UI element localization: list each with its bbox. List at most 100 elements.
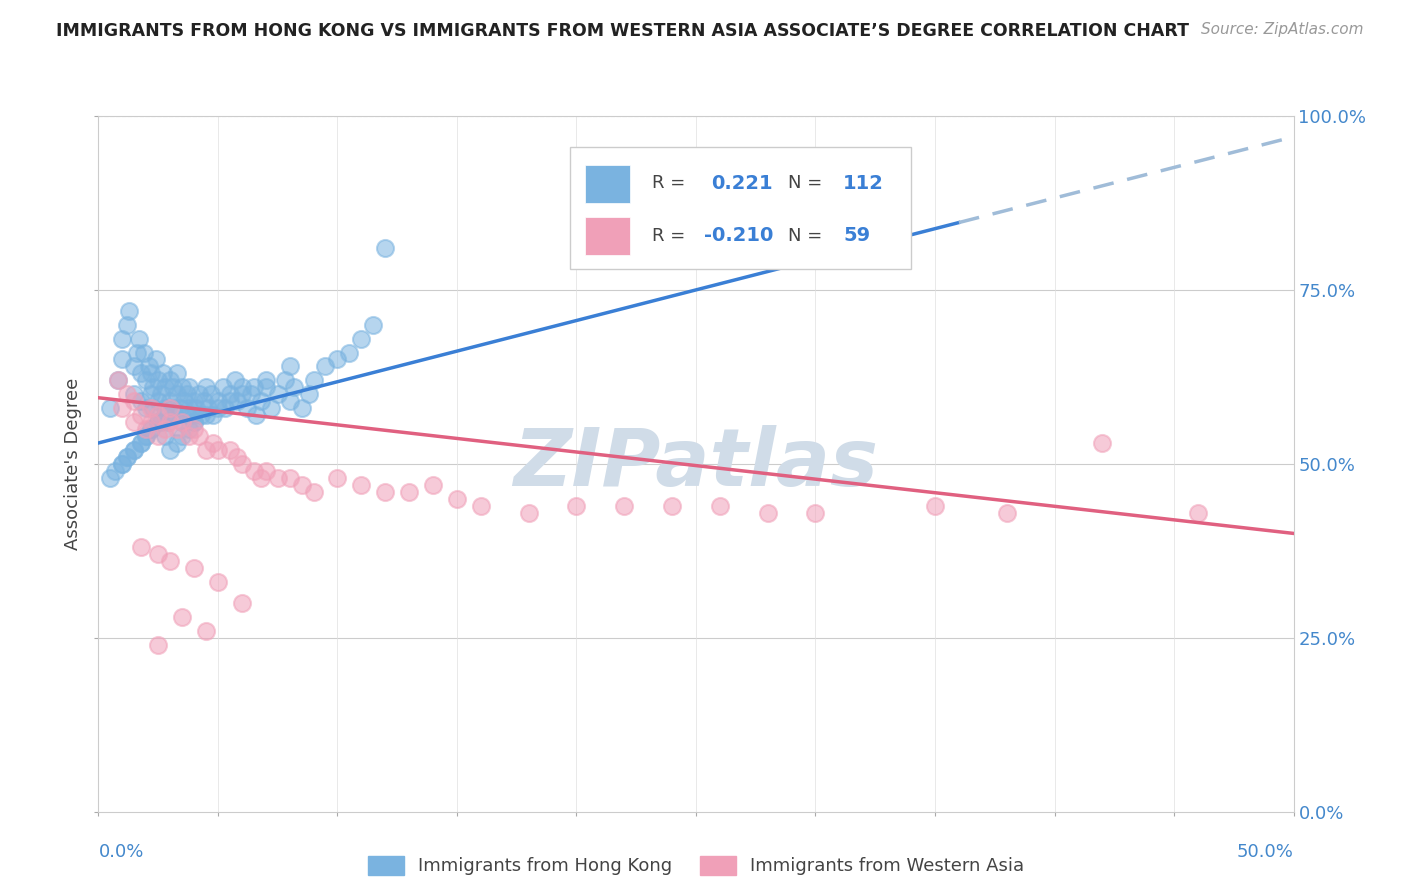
Point: [186, 401, 208, 416]
Point: [169, 401, 191, 416]
Point: [135, 422, 157, 436]
Point: [135, 401, 157, 416]
Point: [254, 464, 277, 478]
Point: [155, 401, 177, 416]
Point: [111, 457, 134, 471]
Point: [148, 408, 170, 422]
Point: [180, 408, 202, 422]
Point: [131, 408, 153, 422]
Point: [135, 429, 157, 443]
Point: [278, 394, 301, 409]
Point: [159, 373, 181, 387]
Point: [291, 477, 314, 491]
Point: [243, 464, 266, 478]
Point: [124, 442, 146, 457]
Point: [709, 499, 731, 513]
Point: [804, 506, 827, 520]
Point: [111, 401, 134, 416]
Point: [162, 401, 184, 416]
Bar: [585, 217, 630, 255]
Point: [231, 596, 253, 610]
Point: [124, 387, 146, 401]
Point: [131, 367, 153, 381]
Point: [219, 394, 242, 409]
Text: N =: N =: [787, 227, 823, 244]
Point: [148, 394, 170, 409]
Point: [163, 408, 186, 422]
Point: [142, 401, 165, 416]
Point: [250, 394, 273, 409]
Point: [156, 415, 179, 429]
Point: [179, 380, 201, 394]
Bar: [585, 165, 630, 203]
Point: [326, 352, 349, 367]
Point: [125, 345, 148, 359]
Point: [179, 422, 201, 436]
Point: [302, 373, 325, 387]
Point: [162, 380, 184, 394]
Point: [267, 387, 290, 401]
Point: [1187, 506, 1209, 520]
Point: [183, 561, 205, 575]
Point: [302, 484, 325, 499]
Point: [613, 499, 636, 513]
Point: [166, 387, 188, 401]
Point: [183, 415, 205, 429]
Point: [115, 450, 138, 464]
Point: [152, 367, 174, 381]
Point: [259, 401, 281, 416]
Point: [98, 471, 122, 485]
Point: [194, 442, 218, 457]
Point: [111, 457, 134, 471]
Point: [139, 367, 162, 381]
Point: [194, 380, 218, 394]
Point: [224, 373, 246, 387]
Point: [202, 436, 225, 450]
Point: [155, 429, 177, 443]
Point: [176, 387, 198, 401]
Point: [291, 401, 314, 416]
Point: [374, 241, 396, 255]
Point: [159, 442, 181, 457]
Point: [107, 373, 129, 387]
Point: [172, 610, 194, 624]
Point: [138, 359, 160, 374]
Point: [118, 303, 141, 318]
Point: [339, 345, 360, 359]
Point: [148, 373, 170, 387]
Point: [183, 422, 205, 436]
Point: [200, 387, 222, 401]
Point: [124, 442, 146, 457]
Point: [374, 484, 396, 499]
Point: [194, 408, 218, 422]
Point: [172, 415, 194, 429]
Point: [159, 394, 181, 409]
Point: [194, 624, 218, 638]
Point: [267, 471, 290, 485]
Point: [363, 318, 385, 332]
Point: [149, 387, 172, 401]
Point: [135, 429, 157, 443]
Point: [159, 401, 181, 416]
Point: [661, 499, 683, 513]
Point: [995, 506, 1018, 520]
Point: [235, 401, 257, 416]
Text: 50.0%: 50.0%: [1237, 843, 1294, 861]
Point: [142, 380, 165, 394]
Point: [517, 506, 540, 520]
Point: [924, 499, 946, 513]
Text: Source: ZipAtlas.com: Source: ZipAtlas.com: [1201, 22, 1364, 37]
Point: [124, 359, 146, 374]
Point: [173, 394, 195, 409]
Point: [207, 575, 229, 590]
Point: [145, 352, 167, 367]
Point: [155, 408, 177, 422]
Point: [131, 541, 153, 555]
Point: [179, 401, 201, 416]
Point: [187, 387, 209, 401]
Point: [159, 554, 181, 568]
Point: [115, 450, 138, 464]
Text: -0.210: -0.210: [704, 227, 773, 245]
Point: [149, 415, 172, 429]
Point: [132, 345, 155, 359]
